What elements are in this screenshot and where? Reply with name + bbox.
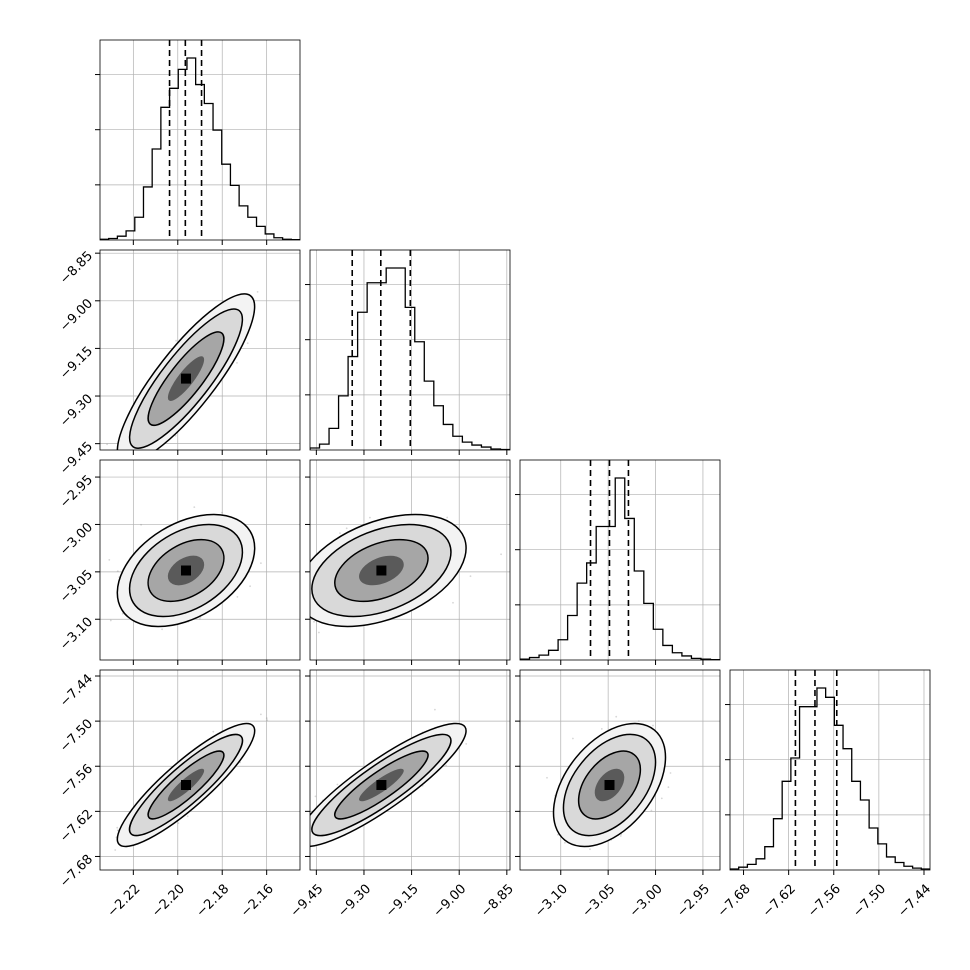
sample-point: [236, 596, 239, 598]
sample-point: [339, 532, 341, 534]
sample-point: [161, 628, 164, 631]
panel-frame: [309, 459, 511, 661]
sample-point: [304, 609, 306, 611]
sample-point: [154, 452, 156, 454]
sample-point: [469, 575, 472, 578]
sample-point: [260, 562, 262, 564]
sample-point: [174, 434, 177, 437]
panel-frame: [99, 459, 301, 661]
histogram-step-2: [520, 477, 720, 660]
sample-point: [177, 822, 180, 824]
sample-point: [249, 585, 252, 588]
sample-point: [256, 291, 259, 293]
sample-point: [175, 339, 178, 342]
sample-point: [186, 815, 189, 818]
histogram-panel-1: [305, 249, 511, 455]
sample-point: [246, 342, 249, 345]
sample-point: [156, 451, 158, 453]
sample-point: [121, 612, 124, 615]
sample-point: [140, 452, 142, 454]
sample-point: [109, 619, 112, 622]
sample-point: [304, 610, 306, 612]
density-peak: [376, 565, 387, 576]
sample-point: [303, 593, 305, 595]
sample-point: [221, 511, 223, 514]
panel-frame: [99, 249, 301, 451]
scatter-panel-2-0: [95, 459, 301, 665]
panel-frame: [99, 39, 301, 241]
sample-point: [318, 631, 320, 634]
sample-point: [313, 620, 315, 623]
sample-point: [140, 523, 143, 526]
sample-point: [129, 454, 131, 456]
sample-point: [236, 362, 238, 364]
panel-frame: [519, 459, 721, 661]
sample-point: [265, 717, 268, 719]
sample-point: [193, 506, 196, 508]
sample-point: [212, 730, 215, 733]
sample-point: [303, 606, 305, 608]
sample-point: [452, 601, 454, 604]
scatter-panel-2-1: [303, 459, 511, 665]
density-peak: [181, 373, 191, 384]
sample-point: [369, 516, 371, 519]
sample-point: [162, 452, 164, 454]
scatter-panel-1-0: [95, 249, 301, 473]
sample-point: [172, 451, 174, 453]
sample-point: [137, 454, 139, 456]
sample-point: [106, 443, 108, 446]
histogram-step-0: [100, 57, 300, 240]
sample-point: [134, 469, 136, 471]
sample-point: [116, 829, 119, 832]
histogram-step-1: [310, 267, 510, 450]
sample-point: [121, 471, 123, 473]
histogram-panel-0: [95, 39, 301, 245]
scatter-panel-3-0: [95, 669, 301, 875]
histogram-panel-2: [515, 459, 721, 665]
sample-point: [116, 570, 119, 572]
sample-point: [500, 553, 502, 556]
sample-point: [446, 516, 449, 519]
sample-point: [345, 527, 348, 530]
density-peak: [181, 565, 191, 576]
sample-point: [199, 618, 201, 620]
panel-frame: [309, 249, 511, 451]
sample-point: [125, 454, 127, 456]
sample-point: [108, 559, 111, 561]
